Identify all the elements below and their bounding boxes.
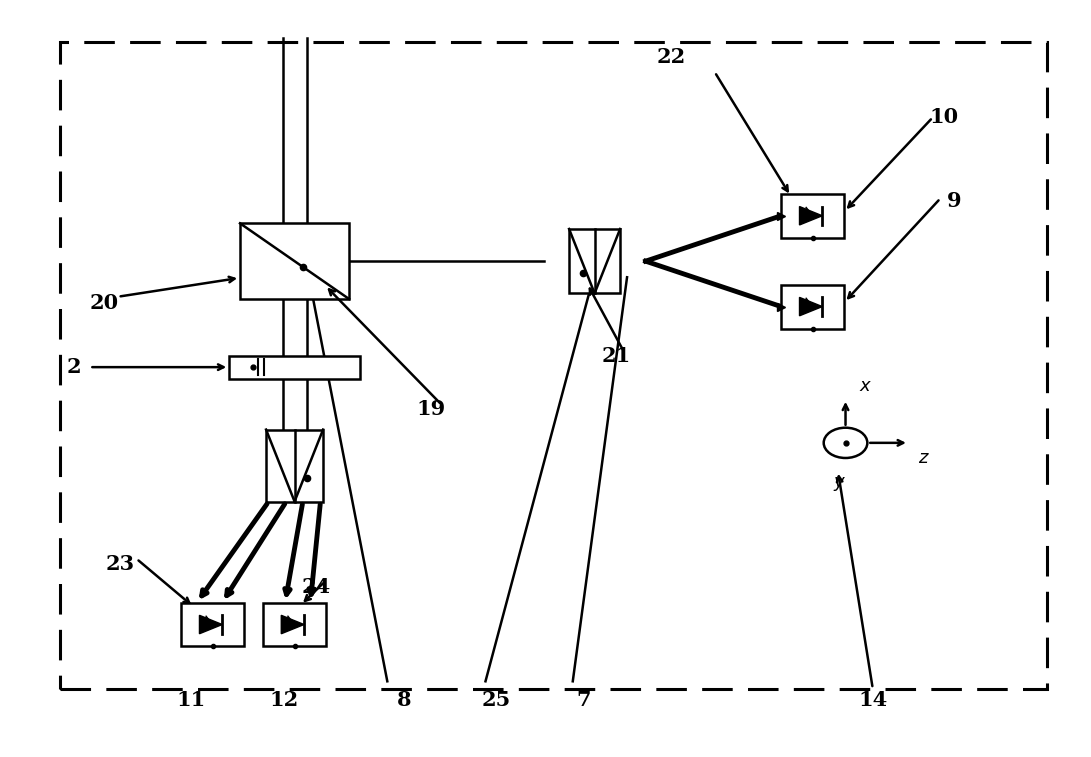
Text: 9: 9 (947, 191, 962, 210)
Text: 11: 11 (177, 690, 205, 710)
Bar (266, 430, 323, 501)
Polygon shape (281, 615, 304, 634)
Text: 2: 2 (67, 357, 82, 377)
Text: 19: 19 (417, 399, 445, 419)
Text: 23: 23 (106, 554, 134, 574)
Text: $z$: $z$ (918, 449, 930, 467)
Text: 7: 7 (576, 690, 591, 710)
Bar (181, 603, 244, 646)
Text: 22: 22 (657, 47, 685, 67)
Text: 21: 21 (602, 346, 631, 366)
Text: 12: 12 (269, 690, 298, 710)
Text: 20: 20 (89, 293, 118, 313)
Bar (240, 223, 349, 299)
Bar (263, 603, 326, 646)
Polygon shape (200, 615, 223, 634)
Text: 14: 14 (859, 690, 887, 710)
Text: $x$: $x$ (859, 377, 872, 395)
Text: 24: 24 (302, 577, 331, 597)
Polygon shape (800, 298, 823, 316)
Text: 8: 8 (396, 690, 411, 710)
Bar (781, 194, 844, 238)
Bar (60, 42, 1047, 689)
Bar (229, 356, 360, 378)
Bar (570, 229, 620, 293)
Text: $y$: $y$ (834, 475, 847, 493)
Text: 10: 10 (930, 107, 958, 127)
Text: 25: 25 (482, 690, 511, 710)
Bar (781, 285, 844, 329)
Polygon shape (800, 207, 823, 225)
